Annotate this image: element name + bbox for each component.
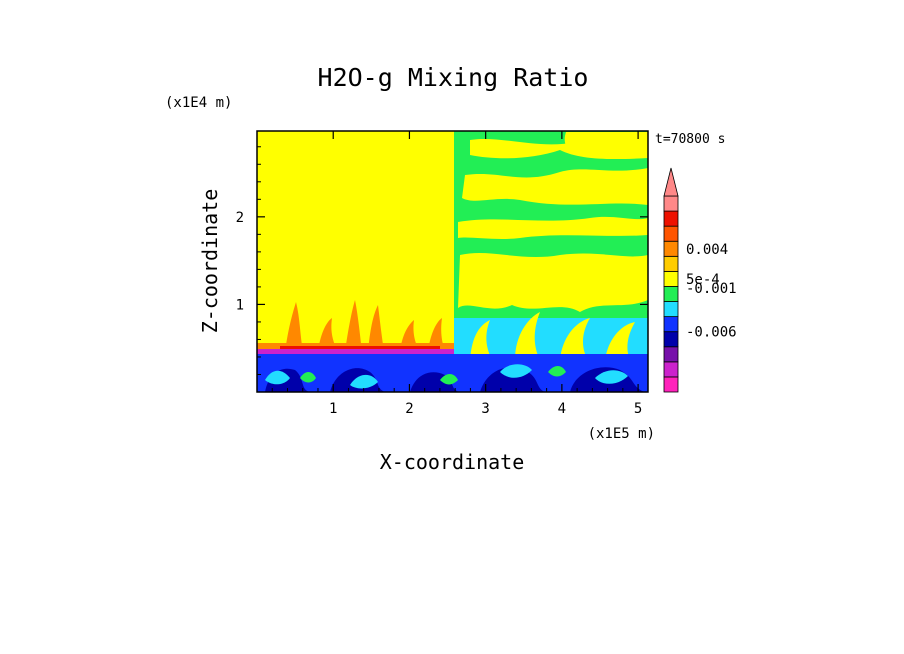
time-label: t=70800 s — [655, 132, 725, 147]
y-tick-label: 2 — [236, 210, 244, 226]
colorbar — [663, 167, 679, 393]
boundary-cyan-blob — [500, 364, 532, 378]
boundary-cyan-blob — [265, 370, 290, 385]
boundary-cyan-blob — [350, 374, 378, 389]
boundary-green-blob — [440, 374, 458, 385]
left-red-layer — [280, 346, 440, 351]
colorbar-segment — [663, 210, 679, 227]
right-plume — [470, 320, 492, 360]
chart-title: H2O-g Mixing Ratio — [318, 63, 589, 92]
boundary-green-blob — [548, 366, 566, 377]
plot-frame — [256, 130, 649, 393]
colorbar-segment — [663, 331, 679, 348]
boundary-cyan-blob — [595, 370, 628, 384]
upper-right-band — [462, 168, 648, 205]
left-purple-band — [257, 349, 454, 354]
x-tick-labels: 1 2 3 4 5 — [329, 401, 642, 417]
colorbar-segment — [663, 376, 679, 393]
colorbar-segment — [663, 346, 679, 363]
upper-right-band — [454, 132, 648, 157]
x-tick-label: 2 — [405, 401, 413, 417]
upper-right-band — [458, 216, 648, 239]
heatmap-field — [257, 131, 648, 392]
boundary-dark-blob — [480, 367, 545, 392]
axis-ticks — [257, 131, 648, 392]
colorbar-label: 0.004 — [686, 242, 728, 258]
colorbar-segment — [663, 361, 679, 378]
colorbar-label: -0.006 — [686, 325, 737, 341]
colorbar-label: -0.001 — [686, 281, 737, 297]
x-tick-label: 5 — [634, 401, 642, 417]
colorbar-segment — [663, 195, 679, 212]
x-tick-label: 4 — [558, 401, 566, 417]
colorbar-segment — [663, 270, 679, 287]
left-plume — [285, 302, 303, 352]
x-unit-label: (x1E5 m) — [588, 426, 655, 442]
y-unit-label: (x1E4 m) — [165, 95, 232, 111]
left-plume — [345, 300, 362, 352]
x-tick-label: 3 — [481, 401, 489, 417]
colorbar-segment — [663, 240, 679, 257]
colorbar-extend-arrow — [663, 167, 679, 197]
right-plume — [605, 322, 635, 360]
colorbar-segment — [663, 316, 679, 333]
x-tick-label: 1 — [329, 401, 337, 417]
right-plume — [560, 318, 590, 360]
boundary-green-blob — [300, 372, 316, 383]
y-tick-labels: 12 — [236, 210, 244, 314]
x-axis-title: X-coordinate — [380, 450, 525, 474]
colorbar-segment — [663, 225, 679, 242]
left-plume — [368, 305, 384, 352]
y-axis-title: Z-coordinate — [198, 189, 222, 334]
upper-right-band — [458, 252, 648, 312]
colorbar-segment — [663, 255, 679, 272]
colorbar-segment — [663, 301, 679, 318]
colorbar-label: 5e-4 — [686, 272, 720, 288]
right-plume — [515, 312, 540, 360]
colorbar-labels: 0.004 5e-4-0.001 -0.006 — [686, 242, 737, 341]
y-tick-label: 1 — [236, 297, 244, 313]
colorbar-segment — [663, 286, 679, 302]
